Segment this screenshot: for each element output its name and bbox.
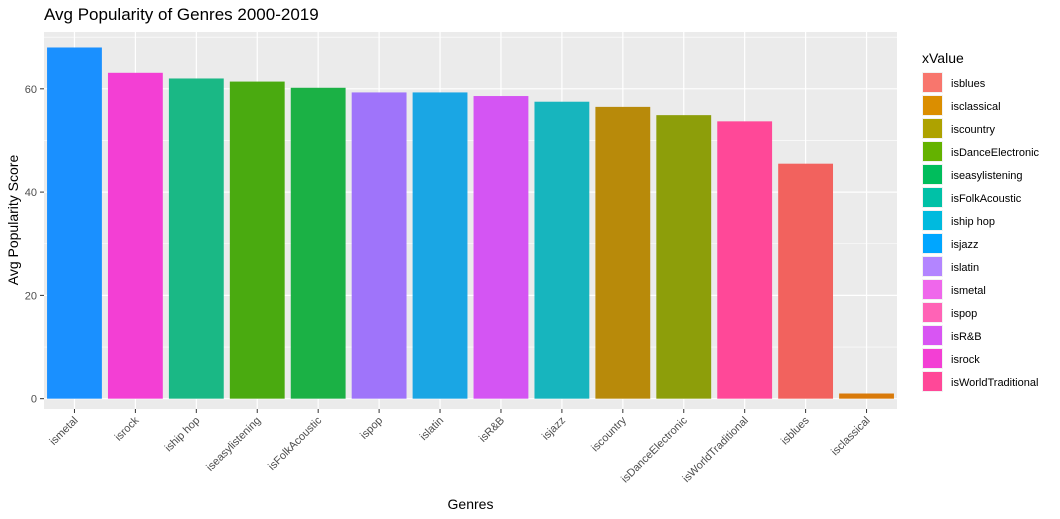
legend-label: ispop (951, 308, 977, 320)
bar (778, 163, 834, 399)
bars (47, 47, 894, 399)
bar (473, 96, 529, 399)
legend-label: isclassical (951, 101, 1001, 113)
x-tick-label: iseasylistening (204, 415, 263, 474)
y-axis-title: Avg Popularity Score (5, 155, 21, 286)
x-tick-label: iscountry (589, 414, 629, 454)
y-tick-label: 0 (31, 394, 37, 406)
legend-label: iship hop (951, 216, 995, 228)
x-tick-label: ismetal (47, 415, 80, 448)
legend-swatch (923, 257, 942, 276)
x-axis-title: Genres (448, 496, 494, 512)
legend-label: iscountry (951, 124, 996, 136)
x-tick-label: islatin (418, 415, 446, 443)
legend-swatch (923, 349, 942, 368)
legend-label: isWorldTraditional (951, 377, 1038, 389)
x-tick-label: isDanceElectronic (619, 414, 690, 485)
legend-swatch (923, 96, 942, 115)
x-tick-label: isR&B (477, 415, 507, 445)
legend-swatch (923, 188, 942, 207)
legend-label: isR&B (951, 331, 982, 343)
bar (47, 47, 102, 399)
legend-label: isrock (951, 354, 980, 366)
legend-swatch (923, 165, 942, 184)
x-tick-label: isblues (779, 414, 812, 447)
legend-swatch (923, 119, 942, 138)
y-axis-ticks: 0 20 40 60 (25, 84, 44, 406)
legend-label: isFolkAcoustic (951, 193, 1022, 205)
y-tick-label: 40 (25, 187, 37, 199)
bar (351, 92, 407, 399)
legend-title: xValue (922, 50, 964, 66)
y-tick-label: 20 (25, 290, 37, 302)
x-tick-label: isclassical (829, 415, 872, 458)
bar (717, 121, 773, 399)
legend-label: iseasylistening (951, 170, 1023, 182)
legend-label: isblues (951, 78, 986, 90)
bar (656, 115, 712, 399)
legend-swatch (923, 372, 942, 391)
bar (229, 81, 285, 399)
y-tick-label: 60 (25, 84, 37, 96)
legend-label: isjazz (951, 239, 979, 251)
bar (290, 87, 346, 399)
x-axis-ticks: ismetal isrock iship hop iseasylistening isF… (47, 409, 873, 485)
legend-swatch (923, 211, 942, 230)
legend-label: isDanceElectronic (951, 147, 1040, 159)
chart-title: Avg Popularity of Genres 2000-2019 (44, 5, 319, 24)
bar (412, 92, 468, 399)
legend-label: ismetal (951, 285, 986, 297)
x-tick-label: isjazz (540, 415, 568, 443)
bar (595, 106, 651, 399)
legend-swatch (923, 326, 942, 345)
legend-swatch (923, 234, 942, 253)
bar (168, 78, 224, 399)
bar (534, 101, 590, 399)
legend-swatch (923, 303, 942, 322)
legend-swatch (923, 73, 942, 92)
x-tick-label: isWorldTraditional (680, 415, 750, 485)
bar (107, 72, 163, 399)
legend: xValue isblues isclassical iscountry isDanc… (922, 50, 1040, 392)
x-tick-label: ispop (358, 415, 385, 442)
x-tick-label: isrock (113, 414, 142, 443)
x-tick-label: isFolkAcoustic (266, 414, 325, 473)
legend-swatch (923, 142, 942, 161)
x-tick-label: iship hop (163, 415, 203, 455)
legend-swatch (923, 280, 942, 299)
bar (839, 393, 894, 399)
legend-label: islatin (951, 262, 979, 274)
